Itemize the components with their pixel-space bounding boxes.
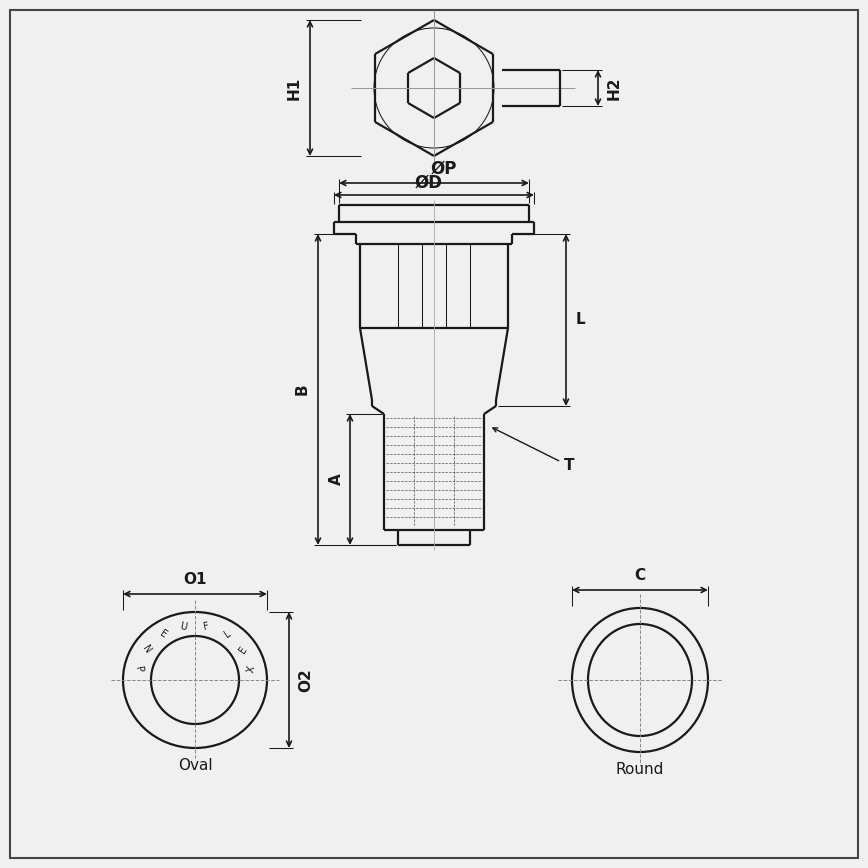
Text: C: C — [635, 569, 646, 583]
Text: T: T — [493, 428, 575, 474]
Text: P: P — [133, 666, 143, 674]
Text: A: A — [328, 474, 344, 485]
Text: H2: H2 — [607, 76, 621, 100]
Text: ØP: ØP — [431, 160, 457, 178]
Text: X: X — [247, 665, 258, 674]
Text: L: L — [222, 628, 233, 640]
Text: O2: O2 — [299, 668, 313, 692]
Text: E: E — [237, 644, 249, 654]
Text: L: L — [575, 312, 585, 327]
Text: O1: O1 — [183, 573, 207, 588]
Text: B: B — [294, 384, 310, 395]
Text: ØD: ØD — [415, 174, 443, 192]
Text: U: U — [179, 621, 188, 632]
Text: Round: Round — [615, 762, 664, 778]
Text: E: E — [157, 628, 168, 641]
Text: N: N — [141, 644, 153, 655]
Text: F: F — [202, 621, 210, 632]
Text: H1: H1 — [286, 76, 301, 100]
Text: Oval: Oval — [178, 759, 213, 773]
